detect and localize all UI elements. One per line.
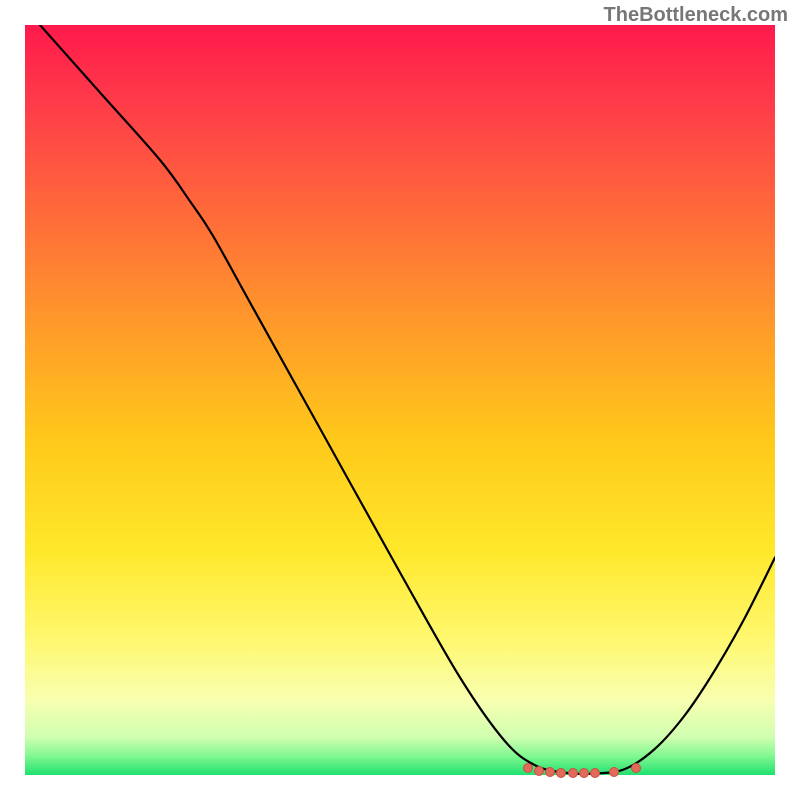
- optimal-marker: [534, 766, 544, 776]
- plot-area: [25, 25, 775, 775]
- optimal-marker: [579, 768, 589, 778]
- optimal-marker: [523, 763, 533, 773]
- optimal-marker: [568, 768, 578, 778]
- optimal-marker: [556, 768, 566, 778]
- watermark-text: TheBottleneck.com: [604, 4, 788, 27]
- optimal-marker: [609, 767, 619, 777]
- optimal-marker: [545, 767, 555, 777]
- optimal-marker: [631, 763, 641, 773]
- optimal-marker: [590, 768, 600, 778]
- chart-container: TheBottleneck.com: [0, 0, 800, 800]
- optimal-markers: [25, 25, 775, 775]
